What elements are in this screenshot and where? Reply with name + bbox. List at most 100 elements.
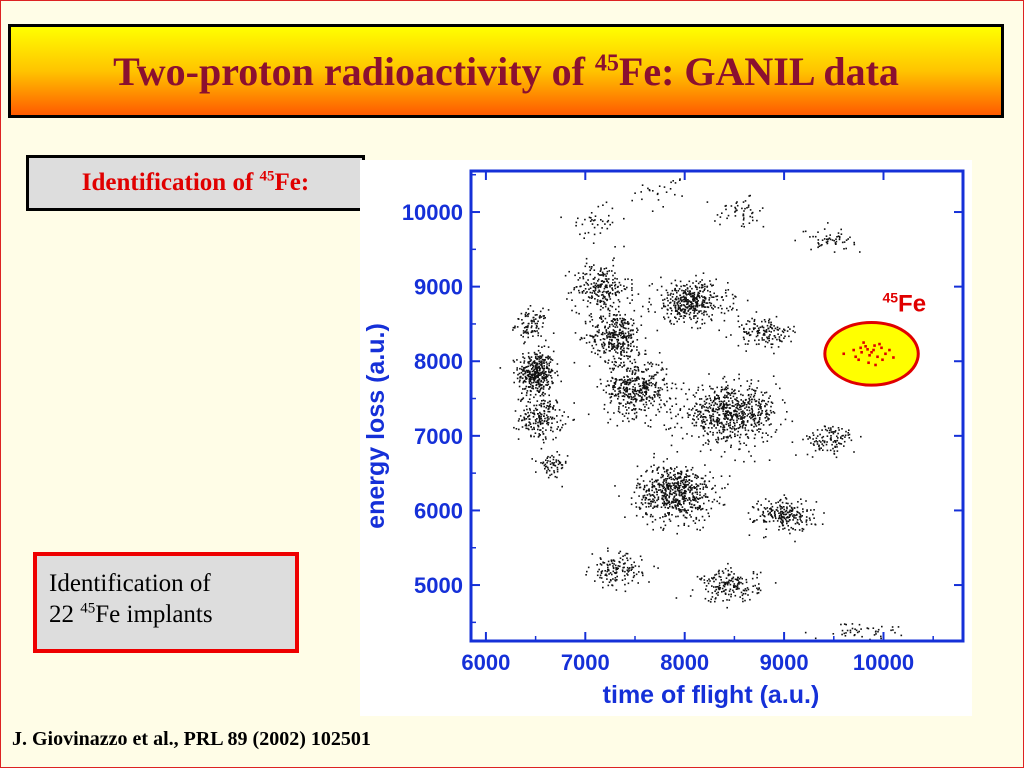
data-point [635, 392, 638, 395]
data-point [648, 493, 651, 495]
data-point [645, 391, 647, 393]
data-point [748, 406, 750, 409]
data-point [672, 498, 675, 500]
data-point [663, 486, 666, 489]
data-point [627, 402, 629, 404]
data-point [677, 312, 679, 314]
data-point [650, 384, 653, 387]
data-point [812, 432, 814, 434]
data-point [648, 379, 651, 382]
data-point [847, 434, 850, 436]
data-point [734, 389, 736, 391]
data-point [713, 576, 715, 579]
data-point [737, 417, 740, 420]
data-point [661, 379, 664, 381]
data-point [728, 599, 731, 601]
data-point [613, 343, 616, 345]
data-point [607, 421, 609, 424]
data-point [701, 323, 703, 325]
data-point [720, 475, 723, 477]
data-point [646, 523, 649, 526]
data-point [619, 284, 622, 286]
data-point [547, 468, 550, 471]
data-point [613, 560, 616, 562]
data-point [679, 408, 682, 410]
data-point [620, 382, 622, 385]
data-point [627, 327, 630, 330]
data-point [712, 304, 715, 307]
data-point [701, 312, 703, 315]
data-point [823, 440, 826, 442]
data-point [772, 411, 775, 413]
data-point [778, 529, 780, 531]
data-point [719, 304, 722, 307]
data-point [609, 350, 611, 352]
data-point [620, 324, 622, 327]
data-point [629, 356, 631, 358]
data-point [727, 392, 730, 394]
data-point [651, 486, 653, 488]
data-point [690, 301, 693, 303]
plot-frame [469, 169, 965, 643]
data-point [838, 235, 841, 238]
data-point [647, 425, 650, 427]
data-point [688, 498, 691, 500]
data-point [614, 331, 616, 334]
data-point [652, 528, 654, 531]
data-point [763, 334, 766, 336]
data-point [703, 483, 706, 485]
data-point [549, 416, 552, 418]
data-point [547, 423, 549, 426]
data-point [622, 555, 624, 557]
data-point [666, 297, 668, 299]
data-point [783, 328, 785, 331]
data-point [633, 366, 636, 368]
data-point [542, 307, 544, 310]
data-point [765, 413, 767, 415]
data-point [691, 307, 693, 309]
data-point [782, 331, 785, 334]
data-point [677, 481, 679, 483]
data-point [703, 519, 706, 521]
data-point [802, 528, 805, 531]
data-point [521, 319, 523, 321]
data-point [696, 298, 698, 300]
data-point [749, 518, 751, 520]
data-point [719, 576, 722, 578]
data-point [603, 268, 606, 270]
data-point [712, 284, 714, 286]
data-point [765, 329, 768, 331]
data-point [710, 302, 713, 305]
data-point [746, 436, 749, 438]
data-point [701, 515, 704, 518]
data-point [703, 427, 706, 429]
data-point [715, 573, 718, 576]
data-point [721, 570, 724, 572]
data-point [762, 424, 765, 426]
data-point [573, 418, 575, 421]
data-point [634, 398, 637, 400]
data-point [572, 419, 574, 421]
data-point [669, 319, 672, 322]
data-point [741, 324, 743, 326]
data-point [598, 274, 601, 276]
data-point [738, 440, 741, 443]
data-point [652, 470, 654, 472]
data-point [670, 387, 673, 390]
fe45-event [874, 363, 877, 367]
data-point [660, 506, 663, 508]
data-point [617, 343, 619, 346]
data-point [814, 637, 817, 640]
data-point [747, 413, 750, 415]
data-point [643, 371, 645, 373]
data-point [664, 506, 667, 509]
data-point [711, 314, 713, 316]
data-point [720, 438, 723, 440]
data-point [733, 583, 736, 585]
data-point [649, 480, 651, 483]
data-point [645, 403, 648, 406]
data-point [639, 400, 641, 402]
data-point [742, 600, 744, 603]
data-point [632, 329, 634, 331]
implants-line2-pre: 22 [49, 601, 81, 628]
